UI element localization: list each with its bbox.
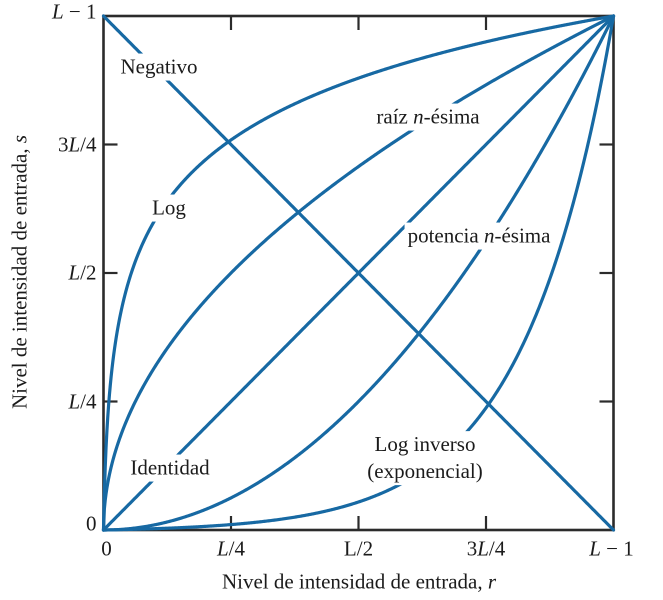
y-tick-label-2: L/2 — [68, 260, 97, 285]
text-segment: Negativo — [120, 54, 198, 79]
x-tick-label-4: L − 1 — [589, 536, 634, 561]
text-segment: 3 — [57, 132, 69, 156]
y-tick-label-0: 0 — [86, 511, 97, 536]
curve-label-log-inverso: Log inverso (exponencial) — [364, 431, 486, 485]
variable-symbol: L — [68, 389, 81, 413]
text-segment: /4 — [228, 536, 246, 561]
curve-label-raiz-n-esima: raíz n-ésima — [373, 103, 483, 131]
curve-label-line: Log inverso — [367, 431, 482, 458]
curve-label-line: (exponencial) — [367, 458, 482, 485]
text-segment: 3 — [466, 536, 478, 561]
curve-label-negativo: Negativo — [117, 53, 201, 81]
variable-symbol: L — [216, 536, 229, 561]
curve-label-potencia-n-esima: potencia n-ésima — [404, 222, 554, 250]
variable-symbol: L — [51, 0, 64, 24]
x-axis-title: Nivel de intensidad de entrada, r — [222, 570, 496, 595]
x-tick-label-0: 0 — [101, 536, 112, 561]
text-segment: − 1 — [600, 536, 634, 561]
curve-potencia-n-esima — [101, 14, 616, 532]
y-tick-label-1: L/4 — [68, 391, 96, 412]
curve-log-inverso — [101, 14, 616, 532]
text-segment: /4 — [488, 536, 506, 561]
curve-label-line: potencia n-ésima — [408, 223, 551, 250]
curve-label-line: Log — [152, 195, 186, 222]
curve-label-line: Negativo — [121, 54, 198, 81]
curve-label-line: Identidad — [130, 455, 209, 482]
variable-symbol: L — [477, 536, 489, 561]
text-segment: raíz — [376, 104, 414, 129]
variable-symbol: L — [589, 536, 601, 561]
text-segment: potencia — [407, 223, 484, 248]
text-segment: (exponencial) — [367, 459, 483, 483]
text-segment: Log inverso — [374, 432, 476, 457]
text-segment: /4 — [80, 389, 97, 413]
text-segment: /4 — [80, 132, 97, 156]
variable-symbol: s — [7, 134, 32, 144]
text-segment: L/2 — [343, 536, 374, 561]
text-segment: Identidad — [130, 455, 210, 480]
x-tick-label-2: L/2 — [343, 536, 374, 561]
text-segment: − 1 — [63, 0, 97, 24]
text-segment: Log — [152, 195, 186, 220]
variable-symbol: L — [68, 132, 81, 156]
x-tick-label-3: 3L/4 — [466, 536, 506, 561]
curve-label-identidad: Identidad — [127, 454, 213, 482]
text-segment: -ésima — [423, 104, 480, 129]
curve-label-line: raíz n-ésima — [376, 104, 479, 131]
variable-symbol: L — [68, 260, 81, 285]
variable-symbol: n — [413, 104, 424, 129]
text-segment: 0 — [101, 536, 112, 561]
text-segment: Nivel de intensidad de entrada, — [221, 569, 488, 594]
text-segment: /2 — [80, 260, 97, 285]
text-segment: Nivel de intensidad de entrada, — [7, 143, 32, 410]
y-tick-label-3: 3L/4 — [58, 134, 97, 155]
x-tick-label-1: L/4 — [216, 536, 246, 561]
curve-log — [101, 14, 616, 532]
y-axis-title: Nivel de intensidad de entrada, s — [8, 135, 33, 409]
y-tick-label-4: L − 1 — [51, 0, 97, 24]
curve-raiz-n-esima — [101, 14, 616, 532]
curve-label-log: Log — [149, 194, 189, 222]
text-segment: 0 — [86, 511, 97, 536]
variable-symbol: r — [487, 569, 497, 594]
variable-symbol: n — [483, 223, 495, 248]
text-segment: -ésima — [494, 223, 551, 248]
curve-identidad — [101, 14, 616, 532]
